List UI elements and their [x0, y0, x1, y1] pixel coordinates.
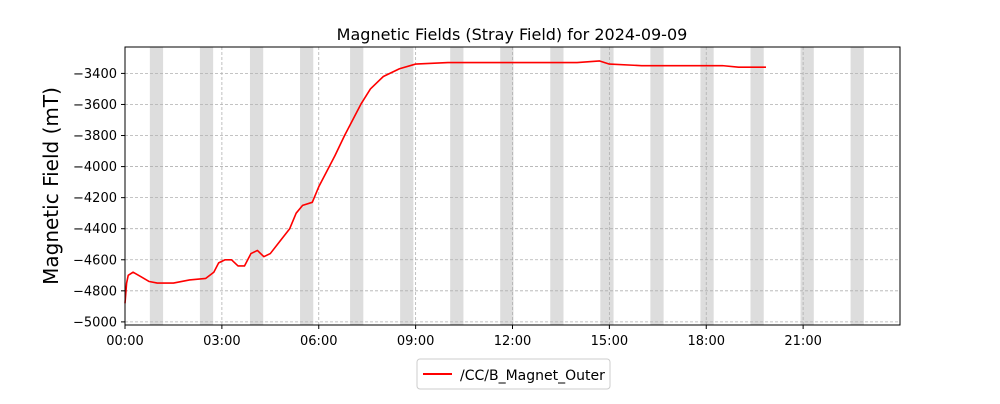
shaded-band: [700, 47, 714, 325]
shaded-band: [450, 47, 464, 325]
shaded-band: [300, 47, 314, 325]
shaded-band: [199, 47, 214, 325]
x-axis: 00:00 03:00 06:00 09:00 12:00 15:00 18:00 21:00: [106, 325, 822, 349]
shaded-band: [650, 47, 664, 325]
series-layer: [124, 60, 766, 304]
y-tick-label: −4600: [73, 253, 117, 268]
shaded-band: [550, 47, 564, 325]
shaded-band: [249, 47, 264, 325]
chart-title: Magnetic Fields (Stray Field) for 2024-0…: [337, 25, 688, 44]
shaded-band: [600, 47, 614, 325]
y-tick-label: −4000: [73, 160, 117, 175]
y-tick-label: −3400: [73, 67, 117, 82]
shaded-band: [850, 47, 864, 325]
x-tick-label: 15:00: [591, 334, 628, 349]
shaded-band: [750, 47, 764, 325]
shaded-band: [350, 47, 364, 325]
x-tick-label: 18:00: [688, 334, 725, 349]
shaded-bands: [149, 47, 864, 325]
legend: /CC/B_Magnet_Outer: [416, 358, 611, 390]
y-axis: −3400 −3600 −3800 −4000 −4200 −4400 −4600 −4800…: [73, 67, 125, 330]
shaded-band: [400, 47, 414, 325]
shaded-band: [500, 47, 514, 325]
grid-lines: [124, 47, 900, 325]
y-tick-label: −4400: [73, 222, 117, 237]
x-tick-label: 09:00: [397, 334, 434, 349]
legend-box: [416, 358, 611, 390]
x-tick-label: 12:00: [494, 334, 531, 349]
y-tick-label: −4200: [73, 191, 117, 206]
y-tick-label: −5000: [73, 315, 117, 330]
x-tick-label: 03:00: [203, 334, 240, 349]
shaded-band: [149, 47, 164, 325]
shaded-band: [800, 47, 814, 325]
x-tick-label: 00:00: [106, 334, 143, 349]
y-axis-label: Magnetic Field (mT): [39, 87, 63, 285]
y-tick-label: −4800: [73, 284, 117, 299]
legend-label: /CC/B_Magnet_Outer: [460, 368, 605, 384]
y-tick-label: −3800: [73, 129, 117, 144]
series-line: [124, 60, 766, 304]
x-tick-label: 21:00: [784, 334, 821, 349]
x-tick-label: 06:00: [300, 334, 337, 349]
y-tick-label: −3600: [73, 98, 117, 113]
